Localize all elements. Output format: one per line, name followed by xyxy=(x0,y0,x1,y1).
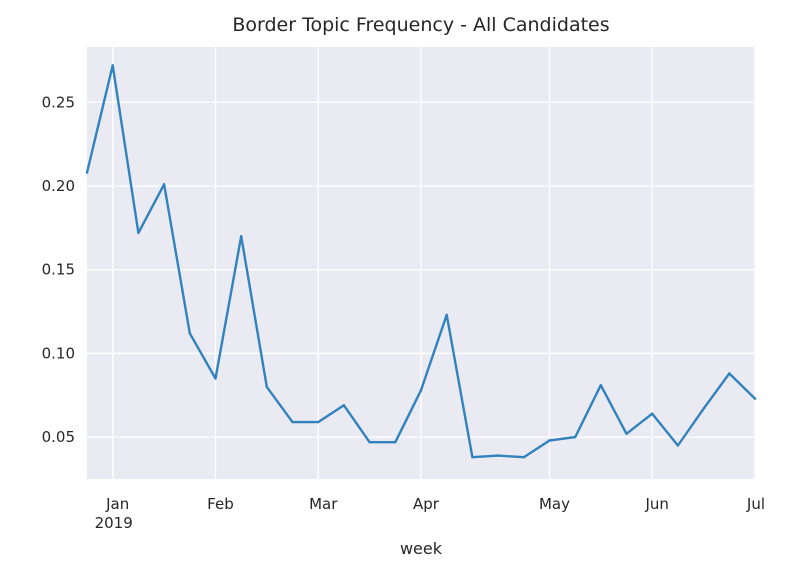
data-point xyxy=(702,407,705,410)
data-point xyxy=(753,397,757,400)
x-tick-label: Apr xyxy=(413,495,440,513)
x-tick-sublabel: 2019 xyxy=(95,514,133,532)
data-point xyxy=(239,235,243,238)
data-point xyxy=(496,454,500,457)
y-axis-ticks: 0.05 0.10 0.15 0.20 0.25 xyxy=(42,93,75,446)
data-point xyxy=(573,435,577,439)
data-point xyxy=(291,420,294,424)
data-point xyxy=(728,372,731,375)
data-point xyxy=(137,231,140,235)
y-tick-label: 0.15 xyxy=(42,261,75,279)
y-tick-label: 0.20 xyxy=(42,177,75,195)
data-point xyxy=(548,439,551,442)
data-point xyxy=(625,432,628,435)
data-point xyxy=(651,412,654,415)
data-point xyxy=(162,183,166,186)
x-tick-label: Jan xyxy=(105,495,129,513)
x-tick-label: Jul xyxy=(746,495,765,513)
data-point xyxy=(265,385,269,389)
data-point xyxy=(214,377,217,380)
grid xyxy=(87,47,756,479)
data-point xyxy=(522,456,525,459)
data-point xyxy=(85,171,89,174)
x-tick-label: May xyxy=(539,495,570,513)
y-tick-label: 0.25 xyxy=(42,93,75,111)
data-point xyxy=(419,389,423,392)
chart-title: Border Topic Frequency - All Candidates xyxy=(232,14,609,36)
data-point xyxy=(394,440,397,444)
y-tick-label: 0.05 xyxy=(42,428,75,446)
data-point xyxy=(445,313,448,317)
data-point xyxy=(317,420,320,424)
x-axis-label: week xyxy=(400,539,443,558)
data-point xyxy=(471,456,474,459)
data-point xyxy=(368,440,371,444)
x-tick-label: Jun xyxy=(645,495,669,513)
x-tick-label: Mar xyxy=(309,495,338,513)
data-point xyxy=(676,444,680,447)
data-point xyxy=(342,404,346,407)
y-tick-label: 0.10 xyxy=(42,344,75,362)
data-point xyxy=(599,384,603,387)
data-point xyxy=(111,64,114,67)
x-tick-label: Feb xyxy=(207,495,234,513)
series-layer xyxy=(85,64,757,459)
data-point xyxy=(188,332,191,335)
